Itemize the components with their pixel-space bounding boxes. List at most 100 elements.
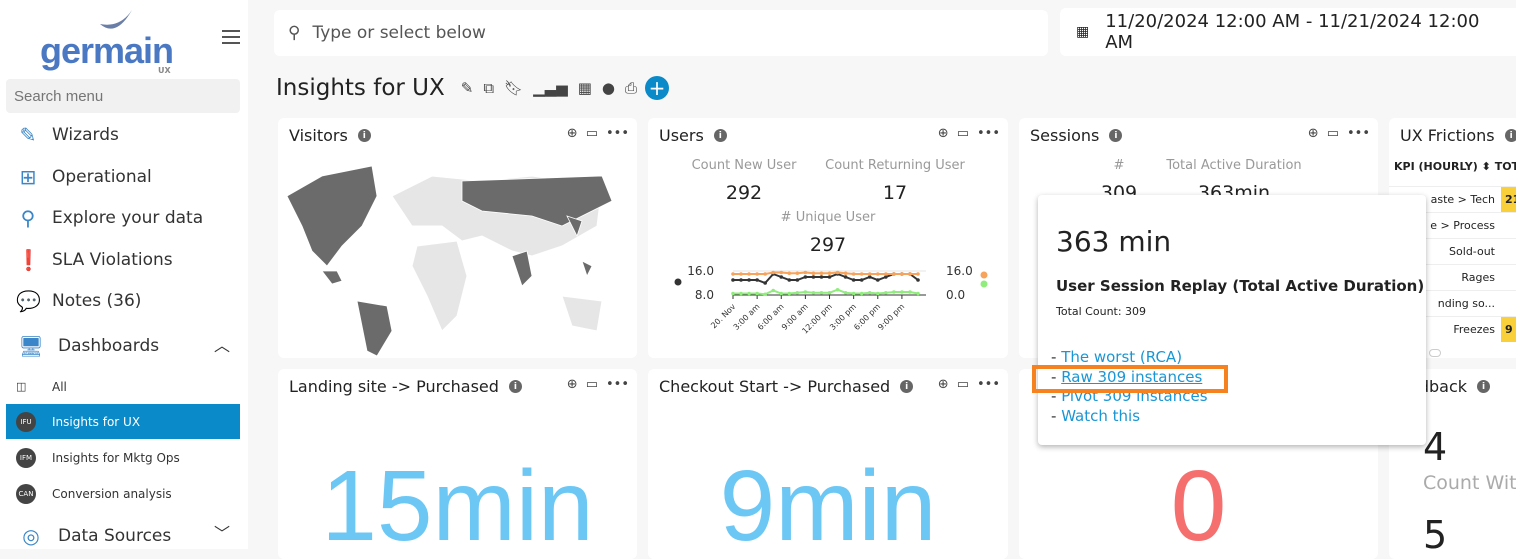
- data-point: [867, 275, 872, 279]
- maximize-icon[interactable]: ▭: [956, 377, 969, 392]
- zoom-in-icon[interactable]: ⊕: [937, 126, 949, 141]
- database-icon: ◎: [22, 524, 40, 548]
- data-point: [827, 290, 832, 295]
- zoom-in-icon[interactable]: ⊕: [566, 377, 578, 392]
- comment-icon: 💬: [16, 289, 41, 313]
- sidebar-item-dashboards[interactable]: 🖥 Dashboards: [16, 334, 159, 358]
- table-row[interactable]: aste > Tech 21: [1389, 186, 1516, 212]
- total-column-header[interactable]: TOT: [1494, 160, 1516, 173]
- frictions-table-header[interactable]: KPI (HOURLY) ⬍ TOT: [1394, 160, 1516, 173]
- data-point: [916, 291, 920, 296]
- more-icon[interactable]: •••: [976, 126, 1000, 141]
- maximize-icon[interactable]: ▭: [585, 126, 598, 141]
- checkout-duration-value[interactable]: 9min: [719, 450, 937, 559]
- sidebar-item-sla-violations[interactable]: ❗ SLA Violations: [16, 248, 173, 272]
- sidebar-item-wizards[interactable]: ✎ Wizards: [16, 123, 119, 147]
- kpi-value: [1501, 291, 1516, 316]
- more-icon[interactable]: •••: [1346, 126, 1370, 141]
- comment-icon[interactable]: ●: [601, 79, 615, 97]
- info-icon[interactable]: i: [508, 380, 522, 393]
- dashboard-item-label: Conversion analysis: [52, 486, 172, 501]
- info-icon[interactable]: i: [1109, 129, 1123, 142]
- chevron-down-icon[interactable]: ﹀: [214, 524, 231, 543]
- maximize-icon[interactable]: ▭: [956, 126, 969, 141]
- print-icon[interactable]: ⎙: [624, 79, 637, 97]
- raw-instances-link[interactable]: Raw 309 instances: [1061, 367, 1203, 386]
- landing-duration-value[interactable]: 15min: [321, 450, 594, 559]
- dashboard-item-label: All: [52, 379, 67, 394]
- data-point: [884, 272, 888, 276]
- data-point: [747, 278, 751, 282]
- data-point: [900, 272, 904, 276]
- kpi-column-header[interactable]: KPI (HOURLY): [1394, 160, 1478, 173]
- data-point: [843, 290, 848, 295]
- users-card: Users i ⊕ ▭ ••• Count New User 292 Count Re…: [648, 118, 1008, 358]
- edit-icon[interactable]: ✎: [460, 79, 474, 97]
- bookmark-icon[interactable]: 🔖︎: [504, 79, 524, 97]
- world-map[interactable]: [282, 156, 622, 356]
- germain-logo[interactable]: germain UX: [40, 8, 180, 75]
- copy-icon[interactable]: ⧉: [483, 79, 495, 97]
- maximize-icon[interactable]: ▭: [585, 377, 598, 392]
- sort-icon[interactable]: ⬍: [1481, 160, 1491, 173]
- kpi-value: 21: [1501, 187, 1516, 212]
- dashboard-item-label: Insights for Mktg Ops: [52, 450, 180, 465]
- zoom-in-icon[interactable]: ⊕: [937, 377, 949, 392]
- maximize-icon[interactable]: ▭: [1326, 126, 1339, 141]
- table-row[interactable]: Rages: [1389, 264, 1516, 290]
- chevron-up-icon[interactable]: ︿: [214, 336, 231, 355]
- global-search[interactable]: ⚲ Type or select below: [274, 10, 1048, 56]
- search-menu-input[interactable]: [6, 79, 240, 113]
- table-row[interactable]: Freezes 9: [1389, 316, 1516, 342]
- info-icon[interactable]: i: [900, 380, 914, 393]
- horizontal-scrollbar[interactable]: [1429, 349, 1441, 357]
- table-row[interactable]: Sold-out: [1389, 238, 1516, 264]
- sidebar-item-data-sources[interactable]: ◎ Data Sources: [16, 524, 171, 548]
- info-icon[interactable]: i: [357, 129, 371, 142]
- signal-icon[interactable]: ▁▃▅: [533, 79, 568, 97]
- data-point: [747, 272, 751, 276]
- more-icon[interactable]: •••: [976, 377, 1000, 392]
- dashboard-item-conversion[interactable]: CAN Conversion analysis: [6, 476, 240, 511]
- data-point: [811, 290, 816, 295]
- dashboard-item-insights-ux[interactable]: IFU Insights for UX: [6, 404, 240, 439]
- dashboard-item-insights-mktg[interactable]: IFM Insights for Mktg Ops: [6, 440, 240, 475]
- dashboard-item-all[interactable]: ◫ All: [6, 369, 240, 404]
- series-line-2: [733, 288, 919, 296]
- info-icon[interactable]: i: [1504, 129, 1516, 142]
- sitemap-icon: ⊞: [19, 165, 37, 189]
- sidebar-item-explore[interactable]: ⚲ Explore your data: [16, 206, 203, 230]
- data-point: [843, 271, 848, 276]
- sidebar-item-label: Wizards: [52, 125, 119, 145]
- more-icon[interactable]: •••: [605, 377, 629, 392]
- sidebar-item-notes[interactable]: 💬 Notes (36): [16, 289, 141, 313]
- sidebar-item-operational[interactable]: ⊞ Operational: [16, 165, 152, 189]
- add-button[interactable]: +: [645, 76, 669, 100]
- worst-rca-link[interactable]: The worst (RCA): [1061, 348, 1183, 366]
- calendar-icon[interactable]: ▦: [577, 79, 592, 97]
- more-icon[interactable]: •••: [605, 126, 629, 141]
- table-row[interactable]: nding so...: [1389, 290, 1516, 316]
- sidebar-item-label: Operational: [52, 167, 152, 187]
- hamburger-menu-icon[interactable]: [222, 30, 240, 46]
- date-range-value: 11/20/2024 12:00 AM - 11/21/2024 12:00 A…: [1105, 11, 1480, 53]
- data-point: [851, 291, 856, 296]
- metric-value[interactable]: 0: [1170, 450, 1227, 559]
- series-line-0: [733, 272, 919, 285]
- watch-this-link[interactable]: Watch this: [1061, 406, 1141, 425]
- data-point: [916, 272, 920, 276]
- data-point: [803, 270, 808, 275]
- zoom-in-icon[interactable]: ⊕: [1307, 126, 1319, 141]
- data-point: [819, 290, 824, 295]
- right-axis-tick: 0.0: [946, 288, 965, 302]
- zoom-in-icon[interactable]: ⊕: [566, 126, 578, 141]
- feedback-value-2: 5: [1423, 513, 1448, 557]
- date-range-picker[interactable]: ▦ 11/20/2024 12:00 AM - 11/21/2024 12:00 …: [1060, 8, 1516, 56]
- card-title: Visitors: [289, 126, 348, 145]
- data-point: [795, 290, 800, 295]
- data-point: [851, 278, 856, 282]
- visitors-card: Visitors i ⊕ ▭ •••: [278, 118, 637, 358]
- info-icon[interactable]: i: [1477, 380, 1491, 393]
- table-row[interactable]: e > Process: [1389, 212, 1516, 238]
- info-icon[interactable]: i: [713, 129, 727, 142]
